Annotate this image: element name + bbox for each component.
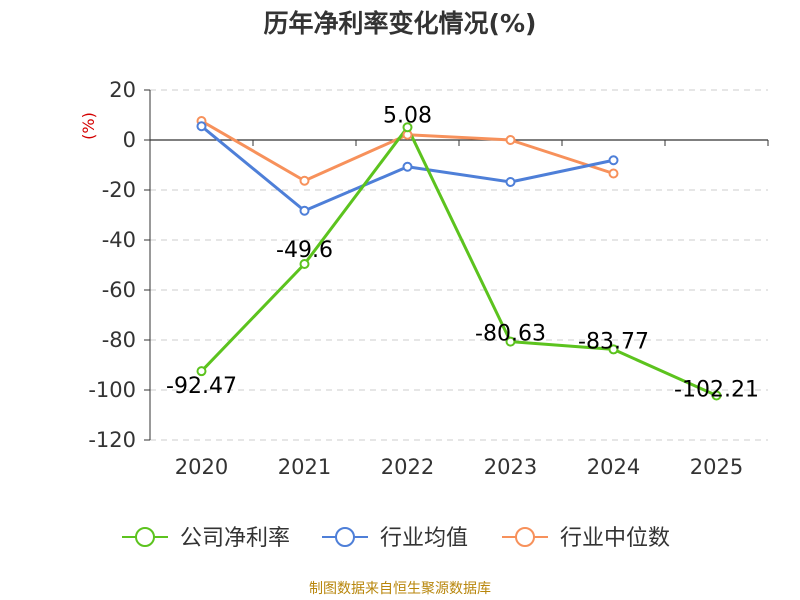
data-point — [608, 155, 619, 166]
series-points — [196, 116, 722, 401]
data-point — [196, 121, 207, 132]
y-tick-label: 20 — [109, 78, 136, 102]
legend-marker — [335, 527, 355, 547]
data-point — [299, 175, 310, 186]
data-point — [711, 390, 722, 401]
legend-label: 行业均值 — [380, 526, 468, 551]
data-point — [505, 336, 516, 347]
grid-lines — [150, 89, 768, 441]
data-point — [299, 259, 310, 269]
data-point — [299, 205, 310, 216]
legend: 公司净利率 行业均值 行业中位数 — [122, 526, 670, 551]
data-label: -49.6 — [276, 238, 333, 263]
legend-label: 公司净利率 — [180, 526, 290, 551]
data-point — [402, 161, 413, 172]
axes: 20 0 -20 -40 -60 -80 -100 -120 2020 2021 2022 2023 2… — [79, 78, 769, 479]
y-tick-label: -20 — [102, 178, 136, 202]
x-tick-label: 2023 — [484, 455, 537, 479]
data-point — [505, 135, 516, 145]
x-tick-label: 2024 — [587, 455, 640, 479]
series-line — [200, 125, 718, 398]
data-point — [608, 344, 619, 355]
x-tick-label: 2021 — [278, 455, 331, 479]
y-tick-label: -80 — [102, 328, 136, 352]
legend-marker — [515, 527, 535, 547]
y-tick-label: -120 — [88, 428, 136, 452]
x-tick-label: 2022 — [381, 455, 434, 479]
data-point — [505, 177, 516, 187]
y-tick-label: 0 — [123, 128, 136, 152]
data-label: -102.21 — [674, 378, 759, 403]
chart-title: 历年净利率变化情况(%) — [263, 9, 537, 38]
data-point — [608, 168, 619, 179]
y-axis-unit-label: (%) — [79, 112, 98, 140]
data-label: -80.63 — [475, 322, 546, 347]
x-tick-label: 2020 — [175, 455, 228, 479]
y-tick-label: -100 — [88, 378, 136, 402]
y-tick-label: -60 — [102, 278, 136, 302]
legend-label: 行业中位数 — [560, 526, 670, 551]
legend-marker — [135, 527, 155, 547]
data-point — [402, 122, 413, 133]
data-label: 5.08 — [383, 103, 432, 128]
source-note: 制图数据来自恒生聚源数据库 — [309, 581, 491, 597]
data-label: -83.77 — [578, 329, 649, 354]
y-tick-label: -40 — [102, 228, 136, 252]
data-label: -92.47 — [166, 374, 237, 399]
data-point — [196, 366, 207, 377]
x-tick-label: 2025 — [690, 455, 743, 479]
data-labels: -92.47 -49.6 5.08 -80.63 -83.77 -102.21 — [166, 103, 759, 402]
